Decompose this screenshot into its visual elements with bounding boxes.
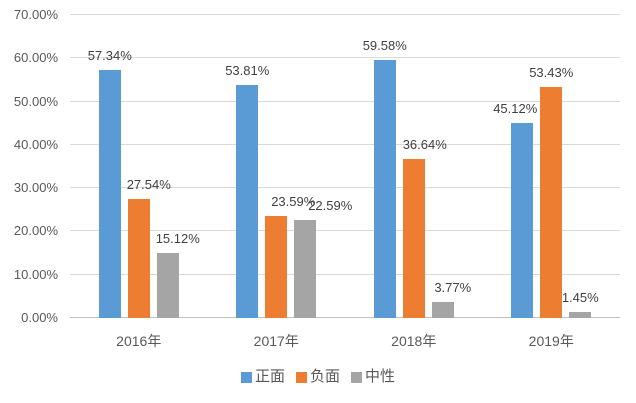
y-tick-label: 50.00% bbox=[13, 93, 58, 109]
data-label: 3.77% bbox=[434, 279, 472, 295]
y-tick-label: 40.00% bbox=[13, 136, 58, 152]
legend-swatch-icon bbox=[295, 371, 307, 383]
x-category-label: 2017年 bbox=[253, 333, 299, 349]
data-label: 1.45% bbox=[561, 289, 599, 305]
legend-label: 中性 bbox=[365, 368, 396, 385]
bar-正面-2019年 bbox=[511, 122, 534, 318]
data-label: 59.58% bbox=[362, 38, 407, 54]
bar-负面-2017年 bbox=[265, 215, 288, 318]
bar-中性-2019年 bbox=[569, 311, 592, 318]
bar-负面-2018年 bbox=[402, 159, 425, 318]
bar-负面-2019年 bbox=[540, 86, 563, 318]
gridline bbox=[70, 273, 620, 275]
gridline bbox=[70, 230, 620, 232]
y-tick-label: 0.00% bbox=[21, 310, 58, 325]
data-label: 57.34% bbox=[87, 47, 132, 63]
y-tick-label: 60.00% bbox=[13, 50, 58, 66]
gridline bbox=[70, 57, 620, 59]
legend-label: 正面 bbox=[254, 368, 285, 385]
gridline bbox=[70, 187, 620, 189]
data-label: 53.81% bbox=[225, 63, 270, 79]
data-label: 23.59% bbox=[271, 193, 316, 209]
bar-中性-2018年 bbox=[431, 301, 454, 318]
x-category-label: 2019年 bbox=[528, 333, 574, 349]
bar-中性-2016年 bbox=[156, 252, 179, 318]
bar-正面-2016年 bbox=[98, 69, 121, 318]
data-label: 53.43% bbox=[529, 64, 574, 80]
x-axis-line bbox=[70, 317, 620, 318]
legend-item-正面: 正面 bbox=[240, 368, 285, 386]
legend-label: 负面 bbox=[309, 368, 340, 385]
x-category-label: 2016年 bbox=[116, 333, 162, 349]
gridline bbox=[70, 143, 620, 145]
x-category-label: 2018年 bbox=[391, 333, 437, 349]
y-tick-label: 70.00% bbox=[13, 7, 58, 22]
bar-负面-2016年 bbox=[127, 198, 150, 318]
bar-正面-2018年 bbox=[373, 60, 396, 318]
data-label: 27.54% bbox=[126, 176, 171, 192]
bar-正面-2017年 bbox=[236, 85, 259, 318]
legend: 正面 负面 中性 bbox=[0, 368, 636, 386]
data-label: 45.12% bbox=[493, 100, 538, 116]
data-label: 15.12% bbox=[155, 230, 200, 246]
legend-item-负面: 负面 bbox=[295, 368, 340, 386]
legend-item-中性: 中性 bbox=[351, 368, 395, 386]
gridline bbox=[70, 14, 620, 15]
legend-swatch-icon bbox=[351, 371, 362, 383]
gridline bbox=[70, 100, 620, 102]
y-tick-label: 20.00% bbox=[13, 223, 58, 239]
data-label: 22.59% bbox=[308, 198, 353, 214]
y-tick-label: 10.00% bbox=[13, 266, 58, 282]
legend-swatch-icon bbox=[240, 371, 252, 383]
y-tick-label: 30.00% bbox=[13, 180, 58, 196]
bar-中性-2017年 bbox=[294, 220, 317, 318]
data-label: 36.64% bbox=[402, 137, 447, 153]
